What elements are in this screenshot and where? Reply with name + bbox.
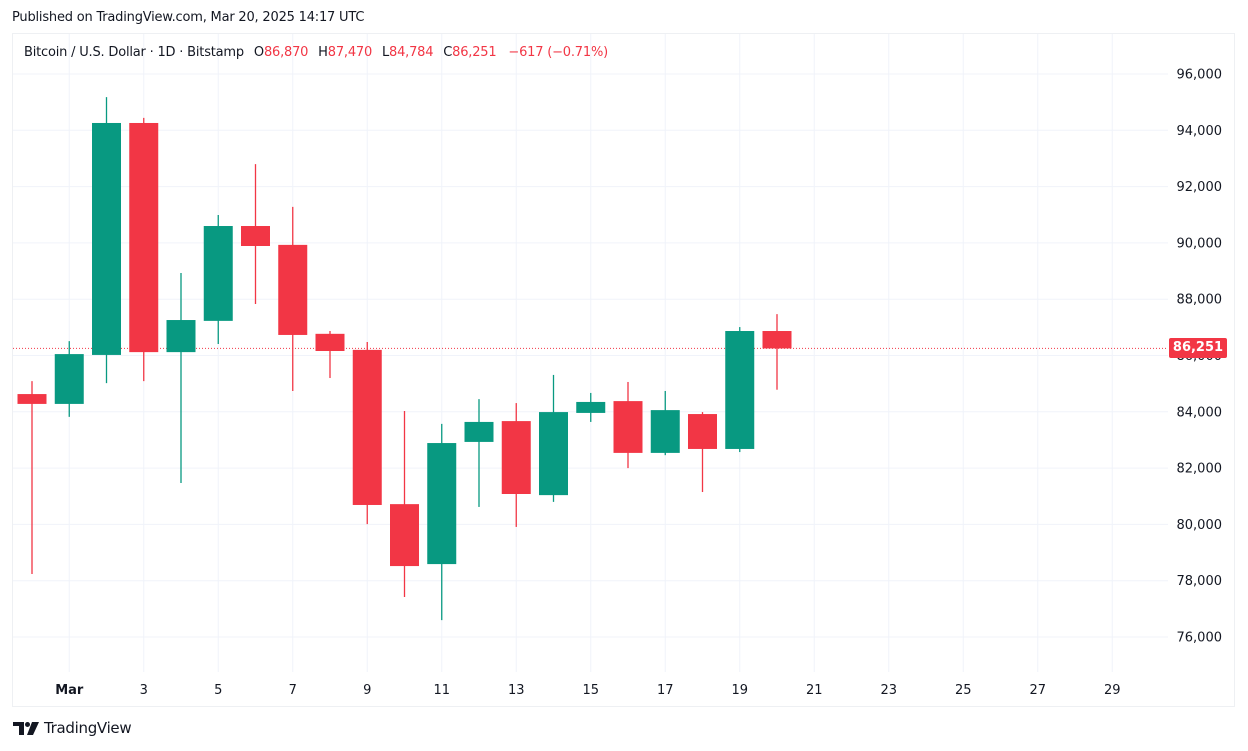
candle[interactable] xyxy=(725,327,755,453)
time-tick: 7 xyxy=(289,683,297,698)
candle[interactable] xyxy=(17,381,47,574)
price-tick: 84,000 xyxy=(1177,405,1223,420)
low-value: 84,784 xyxy=(389,45,434,60)
tradingview-logo[interactable]: TradingView xyxy=(13,719,132,737)
price-axis[interactable]: 96,00094,00092,00090,00088,00086,00084,0… xyxy=(1177,68,1223,646)
chart-frame xyxy=(12,33,1235,707)
low-label: L xyxy=(381,45,390,60)
candle[interactable] xyxy=(427,423,457,621)
time-tick: 17 xyxy=(657,683,674,698)
candle[interactable] xyxy=(92,97,121,384)
candle[interactable] xyxy=(203,215,233,344)
price-tick: 92,000 xyxy=(1177,180,1223,195)
price-tick: 96,000 xyxy=(1177,68,1223,83)
candle[interactable] xyxy=(352,341,382,525)
published-caption: Published on TradingView.com, Mar 20, 20… xyxy=(12,10,365,25)
time-tick: 29 xyxy=(1104,683,1121,698)
open-label: O xyxy=(253,45,264,60)
price-tick: 88,000 xyxy=(1177,293,1223,308)
change-value: −617 (−0.71%) xyxy=(508,45,608,60)
high-label: H xyxy=(318,45,328,60)
last-price-tag: 86,251 xyxy=(1169,338,1227,358)
high-value: 87,470 xyxy=(327,45,373,60)
time-tick: 11 xyxy=(433,683,450,698)
time-tick: 13 xyxy=(508,683,525,698)
price-tick: 82,000 xyxy=(1177,462,1223,477)
close-value: 86,251 xyxy=(452,45,497,60)
grid-lines xyxy=(13,34,1168,672)
candle[interactable] xyxy=(54,341,84,417)
candle[interactable] xyxy=(501,403,531,527)
time-tick: 21 xyxy=(806,683,823,698)
candle[interactable] xyxy=(464,399,494,507)
candle[interactable] xyxy=(539,374,568,502)
candle[interactable] xyxy=(576,392,606,422)
tradingview-logo-icon xyxy=(13,721,39,735)
open-value: 86,870 xyxy=(263,45,309,60)
time-tick: 15 xyxy=(582,683,599,698)
time-tick: 9 xyxy=(363,683,371,698)
time-tick: 5 xyxy=(214,683,222,698)
candle[interactable] xyxy=(241,164,270,304)
candle[interactable] xyxy=(166,273,196,484)
tradingview-logo-text: TradingView xyxy=(44,719,132,737)
price-tick: 90,000 xyxy=(1177,236,1223,251)
time-tick: Mar xyxy=(55,683,84,698)
price-tick: 76,000 xyxy=(1177,631,1223,646)
price-tick: 78,000 xyxy=(1177,574,1223,589)
price-tick: 94,000 xyxy=(1177,124,1223,139)
time-tick: 19 xyxy=(731,683,748,698)
symbol-legend: Bitcoin / U.S. Dollar · 1D · Bitstamp O8… xyxy=(24,45,608,60)
time-tick: 25 xyxy=(955,683,972,698)
candle[interactable] xyxy=(315,331,345,379)
time-tick: 3 xyxy=(140,683,148,698)
candle[interactable] xyxy=(613,381,643,469)
candle[interactable] xyxy=(129,117,159,382)
time-tick: 27 xyxy=(1029,683,1046,698)
time-axis[interactable]: Mar 3 5 7 9 11 13 15 17 19 21 23 25 27 29 xyxy=(55,683,1120,698)
candle[interactable] xyxy=(278,206,308,391)
time-tick: 23 xyxy=(880,683,897,698)
close-label: C xyxy=(443,45,453,60)
price-tick: 80,000 xyxy=(1177,518,1223,533)
candle[interactable] xyxy=(390,410,419,598)
candle[interactable] xyxy=(650,390,680,456)
candle[interactable] xyxy=(688,412,717,493)
candle[interactable] xyxy=(762,314,792,390)
candles xyxy=(17,97,792,621)
symbol-title[interactable]: Bitcoin / U.S. Dollar · 1D · Bitstamp xyxy=(24,45,244,60)
